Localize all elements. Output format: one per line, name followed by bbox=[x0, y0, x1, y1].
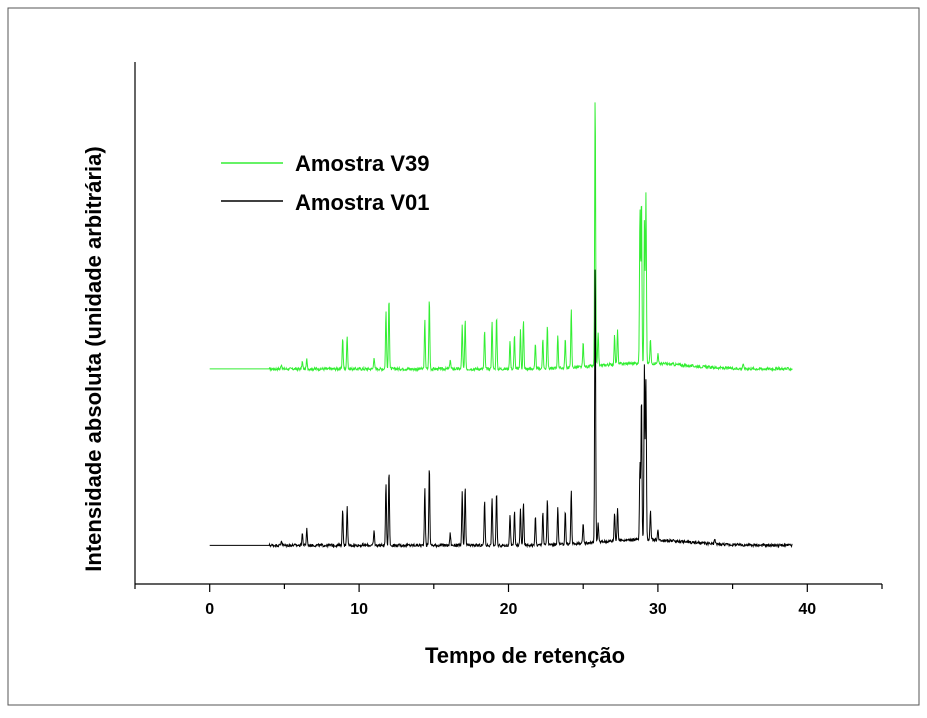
outer-border bbox=[7, 7, 920, 706]
x-tick-label: 40 bbox=[798, 601, 816, 618]
x-tick-label: 20 bbox=[500, 601, 518, 618]
series-line-v01 bbox=[209, 269, 793, 549]
x-tick-label: 10 bbox=[350, 601, 368, 618]
x-ticks: 0 10 20 30 40 bbox=[134, 584, 883, 618]
x-tick-label: 0 bbox=[205, 601, 214, 618]
x-tick-label: 30 bbox=[649, 601, 667, 618]
plot-area bbox=[209, 102, 793, 549]
series-line-v39 bbox=[209, 102, 793, 373]
legend-label-v39: Amostra V39 bbox=[295, 151, 430, 176]
legend: Amostra V39 Amostra V01 bbox=[221, 151, 430, 215]
y-axis-title: Intensidade absoluta (unidade arbitrária… bbox=[81, 146, 106, 571]
legend-label-v01: Amostra V01 bbox=[295, 190, 430, 215]
x-axis-title: Tempo de retenção bbox=[425, 643, 625, 668]
